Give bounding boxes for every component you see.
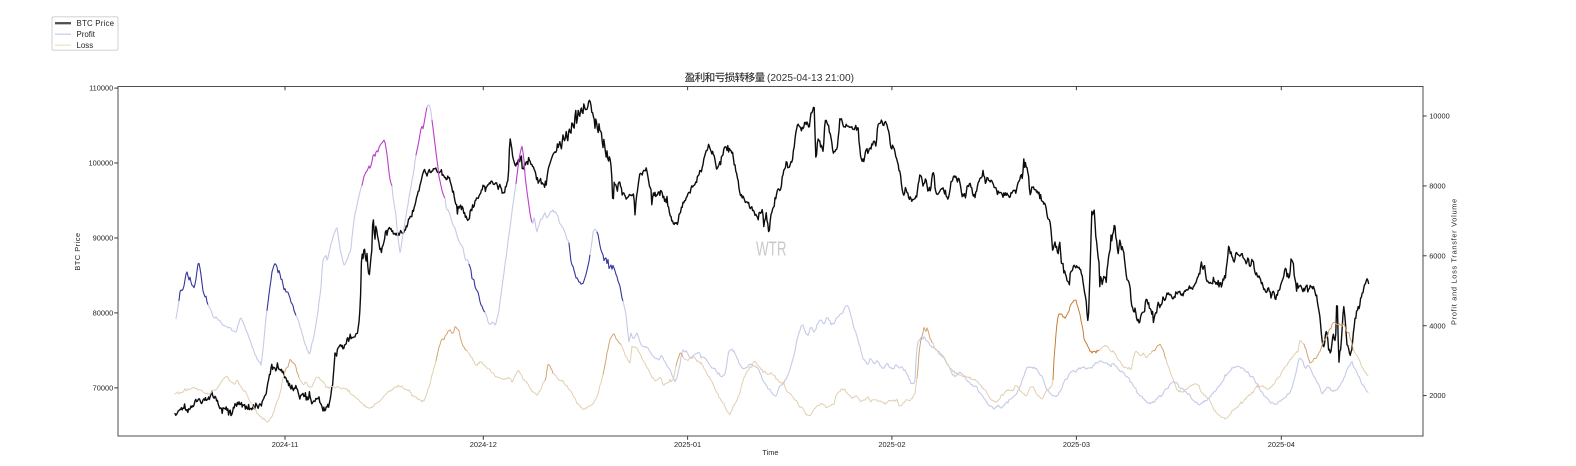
- svg-text:2025-01: 2025-01: [674, 440, 701, 449]
- svg-text:70000: 70000: [93, 384, 114, 393]
- svg-text:WTR: WTR: [756, 239, 787, 261]
- svg-text:Profit and Loss Transfer Volum: Profit and Loss Transfer Volume: [1450, 198, 1459, 325]
- svg-text:2024-12: 2024-12: [470, 440, 497, 449]
- svg-text:2000: 2000: [1429, 391, 1445, 400]
- svg-text:2024-11: 2024-11: [272, 440, 299, 449]
- svg-text:6000: 6000: [1429, 251, 1445, 260]
- svg-text:90000: 90000: [93, 234, 114, 243]
- svg-text:(2025-04-13 21:00): (2025-04-13 21:00): [767, 73, 854, 84]
- svg-text:10000: 10000: [1429, 112, 1450, 121]
- svg-text:Time: Time: [762, 448, 778, 457]
- svg-text:2025-02: 2025-02: [878, 440, 905, 449]
- svg-text:80000: 80000: [93, 309, 114, 318]
- svg-text:110000: 110000: [89, 84, 113, 93]
- svg-text:4000: 4000: [1429, 321, 1445, 330]
- svg-text:2025-04: 2025-04: [1268, 440, 1295, 449]
- svg-text:BTC Price: BTC Price: [77, 19, 115, 28]
- svg-text:2025-03: 2025-03: [1063, 440, 1090, 449]
- svg-text:Profit: Profit: [77, 30, 96, 39]
- svg-text:Loss: Loss: [77, 41, 94, 50]
- svg-text:8000: 8000: [1429, 182, 1445, 191]
- svg-text:100000: 100000: [89, 159, 114, 168]
- svg-text:BTC Price: BTC Price: [73, 232, 82, 270]
